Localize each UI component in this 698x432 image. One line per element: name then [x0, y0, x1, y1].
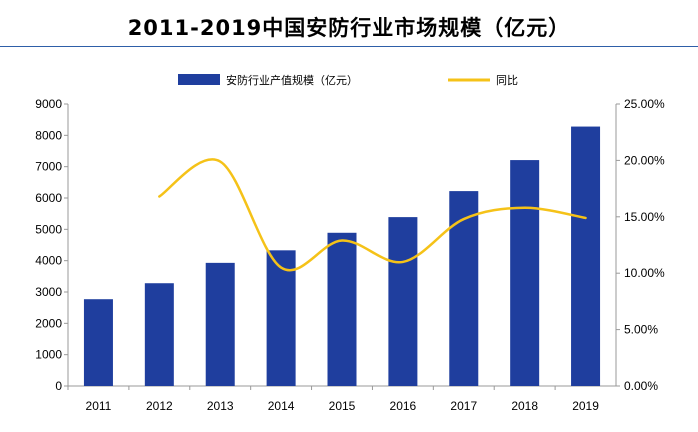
bar	[83, 299, 113, 386]
chart-title: 2011-2019中国安防行业市场规模（亿元）	[127, 16, 571, 40]
bar	[205, 262, 235, 386]
x-tick-label: 2018	[511, 399, 538, 413]
y-tick-label-right: 25.00%	[624, 97, 665, 111]
y-tick-label-left: 9000	[35, 97, 62, 111]
y-tick-label-right: 20.00%	[624, 153, 665, 167]
x-tick-label: 2014	[268, 399, 295, 413]
y-tick-label-left: 5000	[35, 222, 62, 236]
y-tick-label-left: 2000	[35, 316, 62, 330]
x-tick-label: 2012	[146, 399, 173, 413]
y-tick-label-right: 0.00%	[624, 379, 658, 393]
y-tick-label-right: 5.00%	[624, 323, 658, 337]
x-tick-label: 2019	[572, 399, 599, 413]
y-tick-label-left: 3000	[35, 285, 62, 299]
bar	[327, 232, 357, 386]
legend-swatch-bar	[178, 74, 220, 85]
bar	[388, 217, 418, 386]
title-rule	[0, 46, 698, 47]
x-tick-label: 2015	[329, 399, 356, 413]
y-tick-label-left: 6000	[35, 191, 62, 205]
y-tick-label-left: 8000	[35, 128, 62, 142]
legend-label-bar: 安防行业产值规模（亿元）	[226, 73, 358, 87]
bar	[510, 160, 540, 386]
bar	[266, 250, 296, 386]
y-tick-label-left: 7000	[35, 160, 62, 174]
x-tick-label: 2017	[450, 399, 477, 413]
y-tick-label-left: 4000	[35, 254, 62, 268]
x-tick-label: 2011	[86, 399, 112, 413]
y-tick-label-left: 0	[55, 379, 62, 393]
x-tick-label: 2013	[207, 399, 234, 413]
yoy-growth-line	[158, 158, 587, 272]
legend-label-line: 同比	[496, 74, 518, 87]
y-tick-label-right: 10.00%	[624, 266, 665, 280]
bar	[571, 126, 601, 386]
bar	[144, 283, 174, 386]
x-tick-label: 2016	[390, 399, 417, 413]
y-tick-label-right: 15.00%	[624, 210, 665, 224]
y-tick-label-left: 1000	[35, 348, 62, 362]
